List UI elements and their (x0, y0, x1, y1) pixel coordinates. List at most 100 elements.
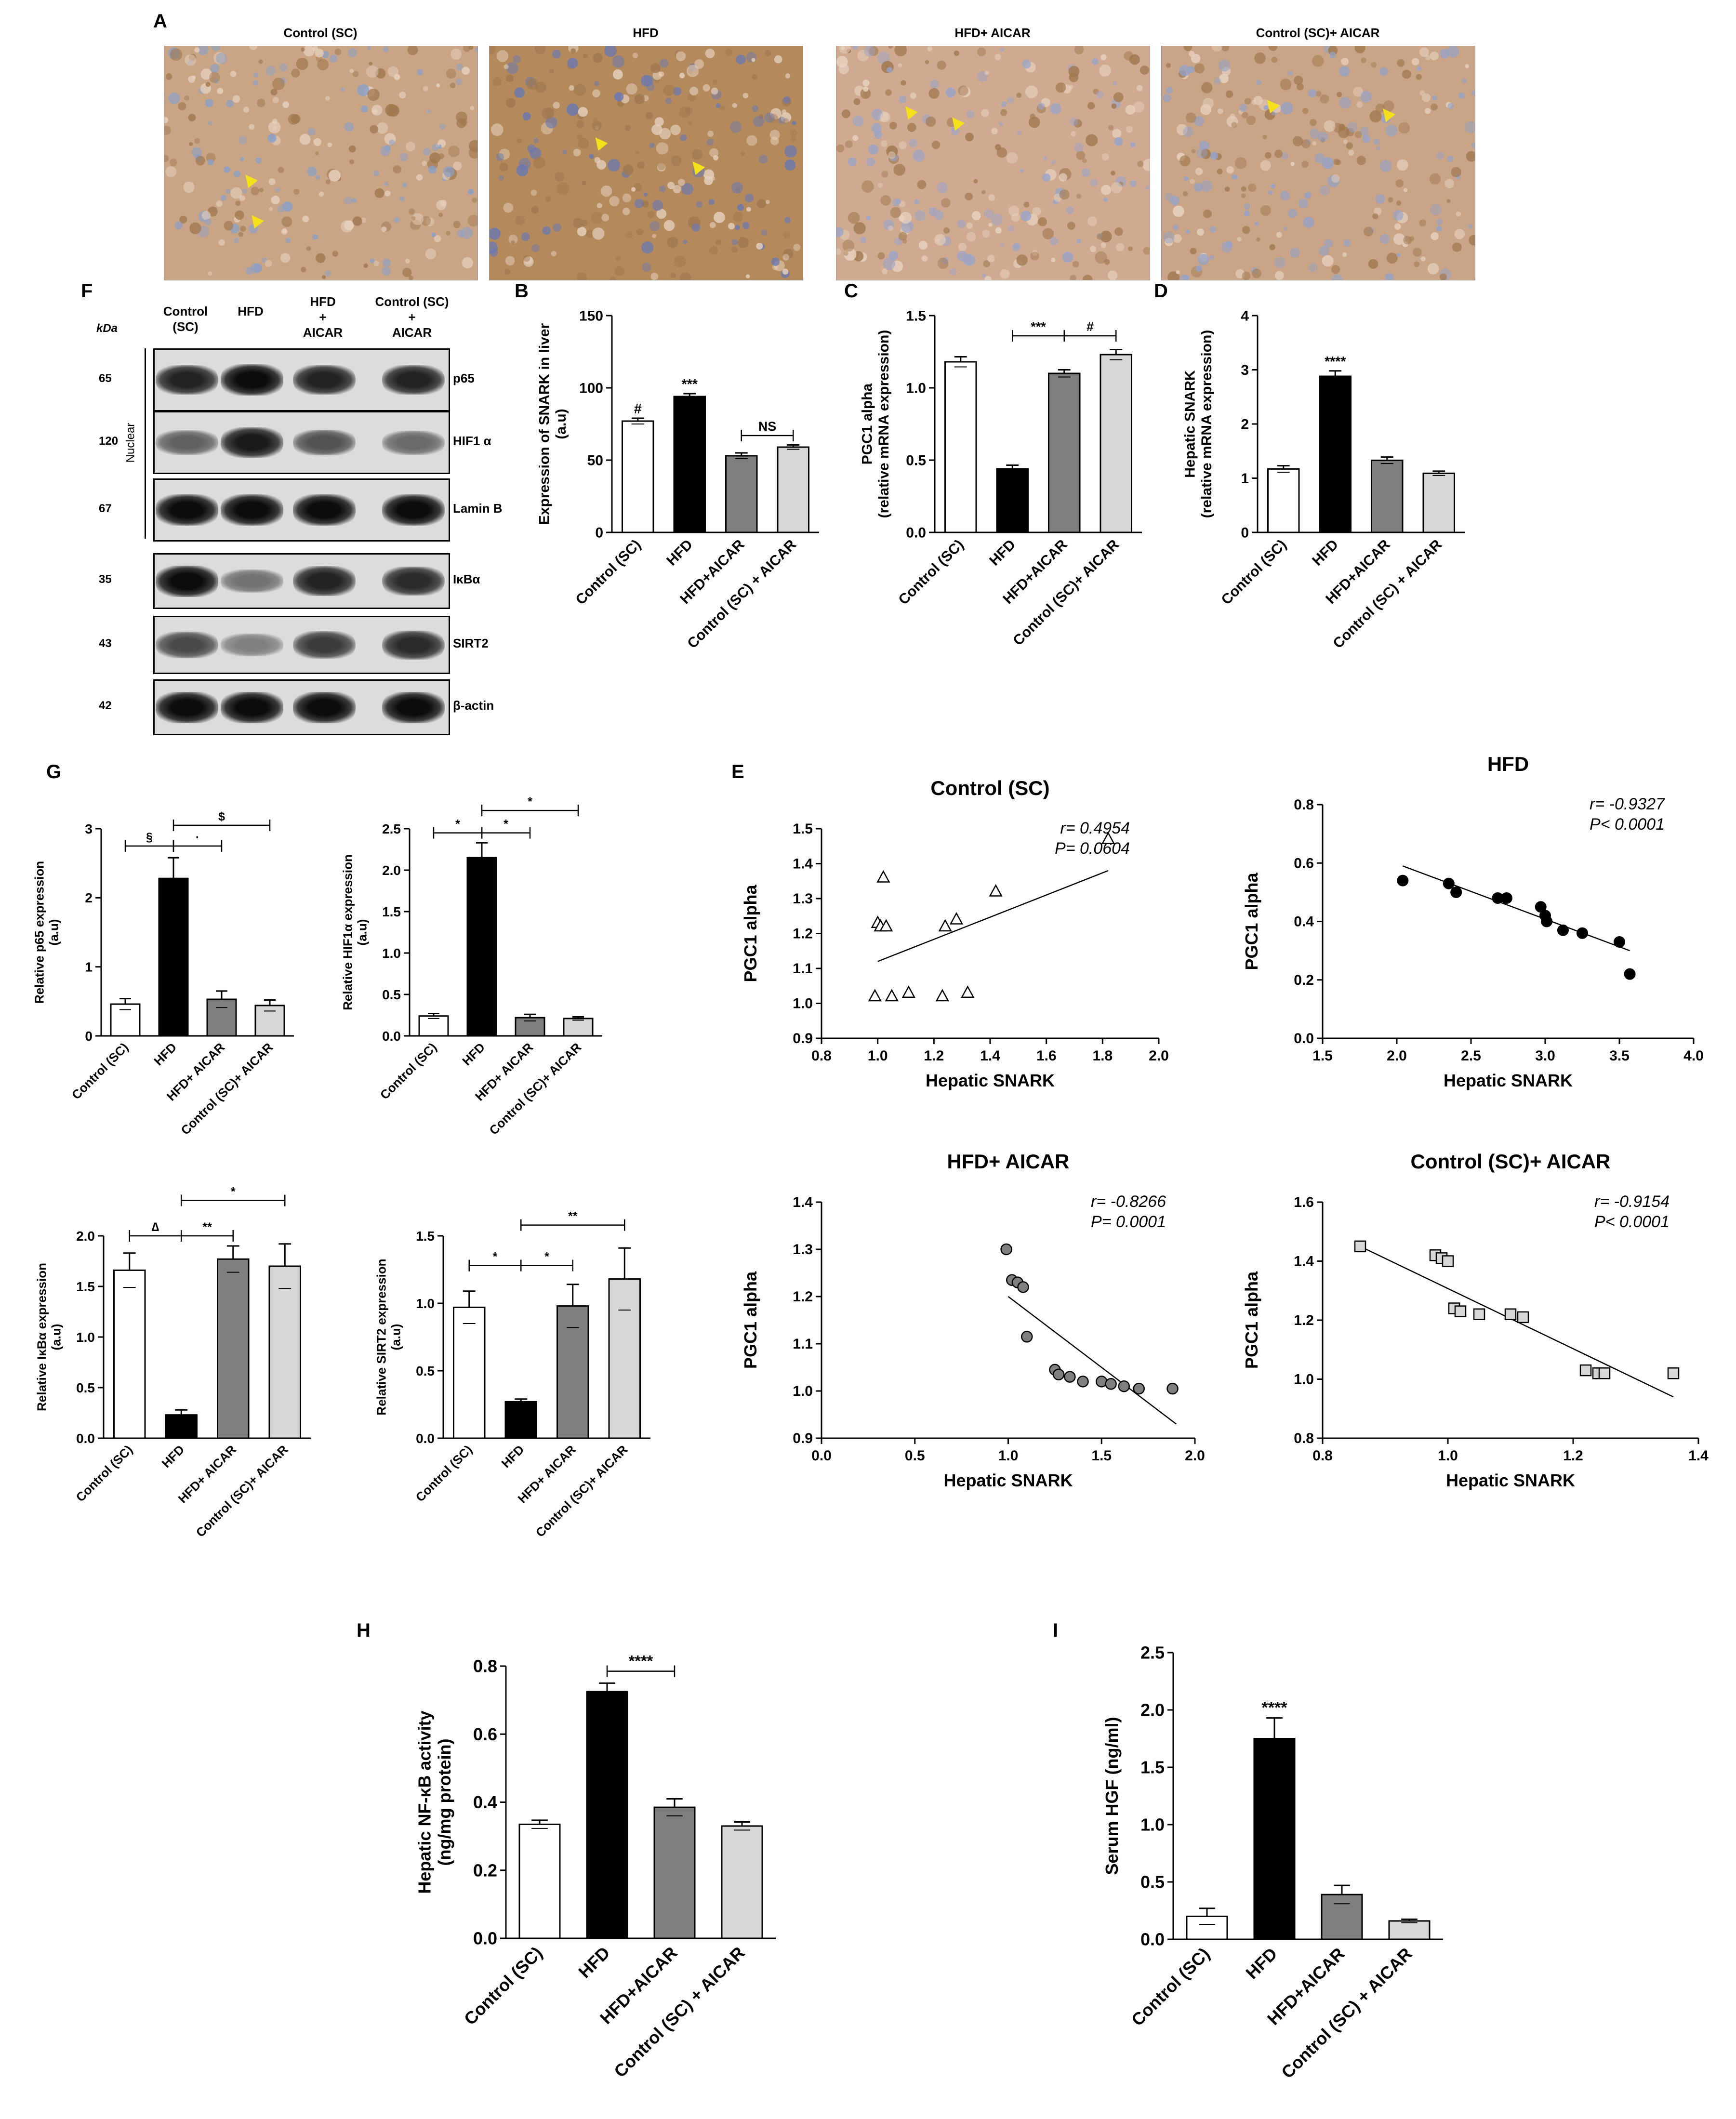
data-point (1000, 1243, 1012, 1256)
y-axis-label: (ng/mg protein) (435, 1739, 454, 1866)
y-axis-label: (a.u) (553, 409, 569, 439)
y-axis-label: Relative IκBα expression (35, 1263, 49, 1411)
blot-row-label: p65 (453, 371, 475, 385)
panel-letter-e: E (731, 761, 744, 782)
y-tick-label: 1.0 (1294, 1372, 1314, 1388)
protein-band (221, 691, 283, 723)
x-tick-label: 0.8 (811, 1048, 832, 1064)
y-tick-label: 0 (85, 1029, 93, 1044)
liver-micrograph (489, 46, 803, 280)
category-label: Control (SC) + AICAR (1330, 536, 1445, 651)
y-tick-label: 1.0 (906, 381, 926, 397)
data-point (1064, 1371, 1076, 1383)
bar (1100, 354, 1132, 533)
bar (673, 396, 706, 533)
bar (1319, 375, 1352, 533)
arrowhead-marker (1267, 100, 1280, 114)
y-axis-label: Relative HIF1α expression (341, 854, 355, 1010)
panel-letter-c: C (844, 280, 858, 302)
y-tick-label: 1.4 (793, 1194, 813, 1210)
kda-header: kDa (96, 322, 118, 335)
category-label: HFD (663, 537, 696, 569)
bar (268, 1265, 301, 1439)
blot-strip (153, 679, 450, 735)
bar (158, 877, 189, 1037)
category-label: Control (SC) (73, 1442, 135, 1504)
data-point (885, 989, 899, 1002)
chart-title: Control (SC) (930, 777, 1049, 799)
x-tick-label: 1.2 (1563, 1448, 1583, 1464)
micrograph-label: HFD (633, 26, 659, 40)
significance-label: NS (758, 419, 777, 434)
protein-band (382, 630, 445, 660)
x-tick-label: 2.5 (1461, 1048, 1481, 1064)
category-label: Control (SC) (413, 1442, 475, 1504)
micrograph-label: Control (SC) (283, 26, 358, 40)
y-tick-label: 0.0 (76, 1431, 95, 1446)
y-tick-label: 0.5 (76, 1380, 95, 1395)
data-point (1118, 1380, 1130, 1392)
liver-micrograph (1161, 46, 1475, 280)
category-label: Control (SC) (69, 1040, 131, 1102)
y-axis-label: Hepatic NF-κB activity (414, 1710, 434, 1894)
y-tick-label: 1.0 (1140, 1815, 1165, 1835)
x-tick-label: 1.5 (1091, 1448, 1112, 1464)
bar (110, 1003, 141, 1037)
significance-label: * (493, 1250, 498, 1264)
y-tick-label: 2.5 (382, 821, 401, 836)
significance-label: *** (1031, 319, 1046, 334)
panel-letter-i: I (1053, 1620, 1059, 1641)
data-point (1450, 886, 1462, 898)
y-tick-label: 0.8 (473, 1656, 497, 1676)
significance-label: * (544, 1250, 549, 1264)
liver-micrograph (836, 46, 1150, 280)
y-tick-label: 1.5 (1140, 1758, 1165, 1777)
y-tick-label: 0.4 (473, 1792, 497, 1812)
kda-value: 35 (99, 573, 112, 586)
data-point (868, 989, 882, 1002)
correlation-p: P< 0.0001 (1590, 815, 1665, 834)
protein-band (156, 365, 218, 395)
correlation-p: P= 0.0001 (1091, 1213, 1166, 1231)
data-point (1598, 1367, 1611, 1379)
bar (504, 1401, 537, 1439)
y-tick-label: 2 (1241, 417, 1249, 433)
x-tick-label: 2.0 (1387, 1048, 1407, 1064)
micrograph-label: Control (SC)+ AICAR (1256, 26, 1380, 40)
y-tick-label: 1.0 (793, 996, 813, 1012)
bar (254, 1005, 285, 1037)
significance-label: **** (629, 1653, 653, 1670)
x-tick-label: 2.0 (1149, 1048, 1169, 1064)
x-tick-label: 4.0 (1683, 1048, 1704, 1064)
protein-band (293, 494, 356, 526)
protein-band (156, 565, 218, 597)
category-label: HFD (1242, 1944, 1281, 1983)
bar (1186, 1915, 1228, 1940)
blot-row-label: Lamin B (453, 501, 503, 516)
protein-band (221, 634, 283, 656)
y-tick-label: 0.0 (1140, 1930, 1165, 1949)
y-tick-label: 0.8 (1294, 797, 1314, 813)
arrowhead-marker (251, 215, 264, 229)
data-point (1579, 1364, 1592, 1377)
y-tick-label: 2.0 (382, 863, 401, 878)
y-tick-label: 1.0 (382, 946, 401, 961)
y-tick-label: 0.8 (1294, 1430, 1314, 1446)
y-axis-label: (a.u) (355, 919, 369, 946)
category-label: HFD (151, 1040, 179, 1068)
bar (217, 1258, 250, 1439)
bar (721, 1825, 763, 1939)
category-label: Control (SC) (460, 1943, 546, 2029)
protein-band (382, 430, 445, 455)
y-tick-label: 1.5 (793, 821, 813, 837)
x-tick-label: 2.0 (1185, 1448, 1205, 1464)
category-label: HFD (1309, 537, 1341, 569)
chart-title: HFD+ AICAR (947, 1150, 1070, 1173)
category-label: Control (SC)+ AICAR (178, 1040, 276, 1138)
data-point (1442, 1255, 1454, 1267)
blot-row-label: SIRT2 (453, 636, 489, 650)
significance-label: * (528, 795, 532, 808)
y-tick-label: 0 (595, 525, 603, 541)
y-tick-label: 1.0 (76, 1330, 95, 1345)
category-label: HFD (459, 1040, 488, 1068)
